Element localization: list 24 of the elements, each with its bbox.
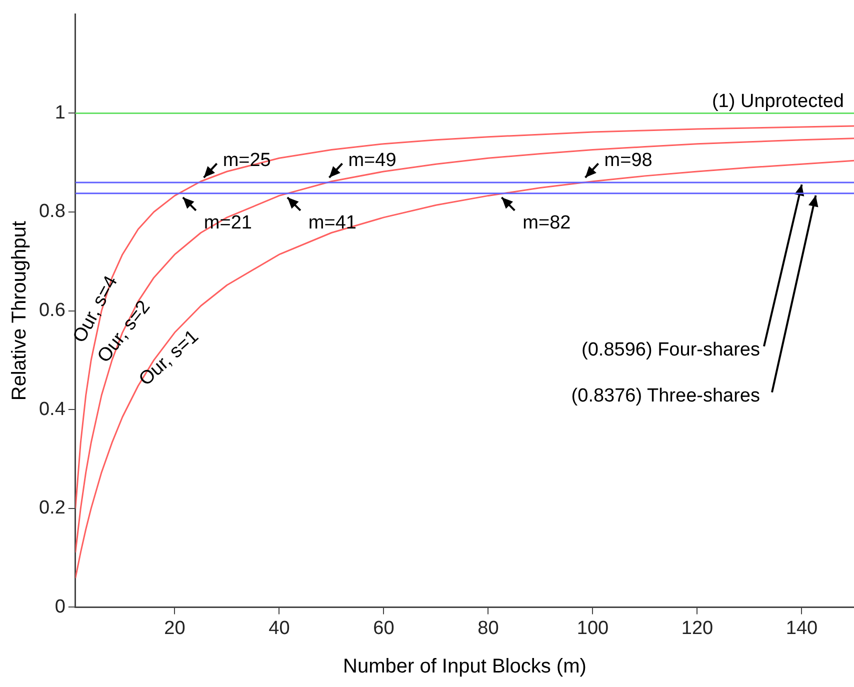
x-tick-label: 80 (478, 618, 499, 639)
y-tick-label: 0.8 (38, 201, 66, 222)
ref-line-label: (0.8376) Three-shares (571, 386, 760, 407)
x-tick-label: 100 (576, 618, 609, 639)
annotation: m=82 (522, 212, 571, 234)
annotation: m=41 (308, 212, 356, 234)
annotation: m=49 (348, 150, 396, 171)
x-tick-label: 60 (373, 618, 394, 639)
x-tick-label: 140 (786, 618, 818, 639)
x-tick-label: 20 (164, 618, 186, 639)
y-tick-label: 0.6 (38, 300, 66, 322)
annotation: m=98 (604, 150, 652, 171)
y-tick-label: 0.4 (38, 398, 66, 420)
x-tick-label: 40 (268, 618, 290, 639)
x-axis-title: Number of Input Blocks (m) (342, 656, 586, 678)
x-tick-label: 120 (681, 618, 714, 639)
y-tick-label: 0.2 (38, 498, 66, 519)
y-axis-title: Relative Throughput (8, 220, 31, 401)
ref-line-label: (1) Unprotected (712, 90, 844, 112)
y-tick-label: 0 (54, 596, 66, 618)
annotation: m=25 (222, 150, 271, 171)
ref-line-label: (0.8596) Four-shares (582, 340, 760, 361)
y-tick-label: 1 (54, 102, 66, 124)
text: Our, s=1 (135, 326, 203, 390)
